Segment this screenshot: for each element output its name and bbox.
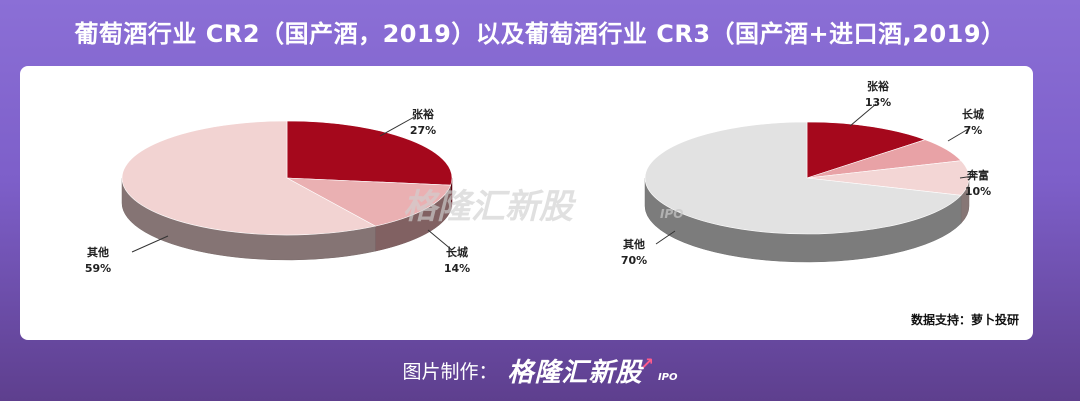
slice-label-0: 张裕 [412, 107, 434, 121]
slice-label-2: 其他 [87, 245, 109, 259]
pie-slice-0 [806, 121, 927, 179]
slice-value-1: 14% [444, 262, 470, 275]
leader-line-0 [849, 103, 877, 127]
footer: 图片制作： 格隆汇新股 ↗ IPO [0, 350, 1080, 390]
slice-label-2: 奔富 [966, 168, 989, 182]
slice-label-0: 张裕 [867, 79, 889, 93]
slice-value-1: 7% [964, 124, 983, 137]
leader-line-2 [959, 175, 975, 179]
pie-slice-3 [644, 121, 962, 235]
slice-label-1: 长城 [446, 245, 468, 259]
slice-value-3: 70% [621, 254, 647, 267]
watermark: 格隆汇新股 [403, 187, 577, 227]
leader-line-1 [427, 229, 453, 251]
pie-slice-0 [286, 120, 453, 186]
slice-value-2: 59% [85, 262, 111, 275]
footer-brand-logo: 格隆汇新股 [507, 357, 643, 388]
leader-line-1 [947, 127, 971, 142]
pie-chart-cr2: 张裕 27% 长城 14% 其他 59% [85, 107, 470, 275]
pie-charts: 张裕 27% 长城 14% 其他 59% 张裕 13% 长城 7% 奔富 10% 其他 70% 格隆汇新… [85, 79, 991, 275]
slice-value-0: 13% [865, 96, 891, 109]
source-note: 数据支持：萝卜投研 [910, 313, 1019, 327]
slice-value-2: 10% [965, 185, 991, 198]
footer-label: 图片制作： [402, 360, 498, 383]
leader-line-0 [379, 115, 417, 137]
chart-card: 张裕 27% 长城 14% 其他 59% 张裕 13% 长城 7% 奔富 10% 其他 70% 格隆汇新… [20, 66, 1033, 340]
pie-chart-cr3: 张裕 13% 长城 7% 奔富 10% 其他 70% [621, 79, 991, 267]
page-title: 葡萄酒行业 CR2（国产酒，2019）以及葡萄酒行业 CR3（国产酒+进口酒,2… [74, 20, 1006, 48]
slice-label-1: 长城 [962, 107, 984, 121]
slice-label-3: 其他 [623, 237, 645, 251]
leader-line-3 [655, 230, 676, 245]
trend-arrow-icon: ↗ [640, 353, 654, 373]
footer-brand-sub: IPO [657, 371, 678, 383]
pie-slice-2 [121, 120, 377, 236]
slice-value-0: 27% [410, 124, 436, 137]
leader-line-2 [131, 235, 169, 253]
pie-slice-1 [286, 177, 452, 227]
pie-slice-2 [806, 160, 970, 196]
watermark-sub: IPO [660, 207, 683, 221]
